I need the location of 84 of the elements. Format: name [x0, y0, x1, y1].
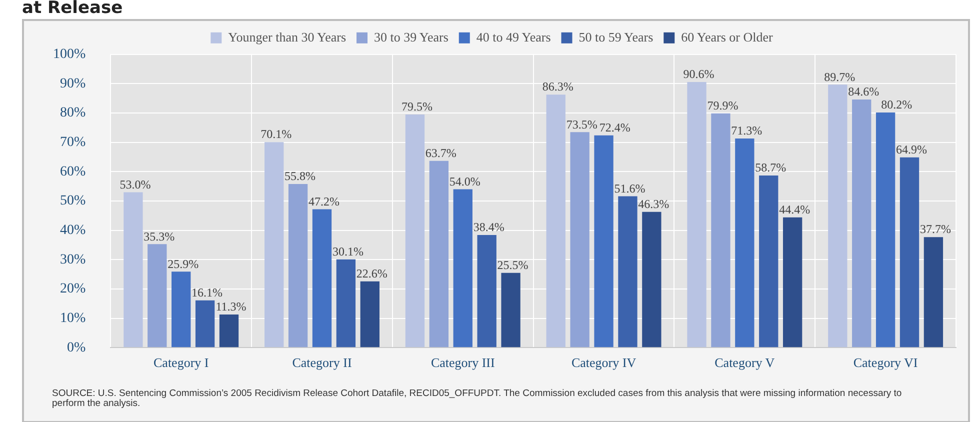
y-tick-label: 100%: [52, 47, 86, 62]
data-label: 25.5%: [497, 258, 528, 272]
x-tick-label: Category II: [292, 354, 352, 370]
data-label: 79.9%: [707, 98, 738, 112]
y-tick-label: 70%: [60, 135, 86, 150]
data-label: 53.0%: [120, 177, 151, 192]
data-label: 86.3%: [542, 80, 574, 94]
bar: [453, 189, 472, 348]
bar: [148, 244, 167, 348]
legend-label: 40 to 49 Years: [476, 29, 551, 44]
data-label: 63.7%: [425, 146, 456, 160]
data-label: 51.6%: [614, 181, 646, 196]
bar: [876, 112, 896, 348]
x-tick-label: Category III: [430, 354, 495, 370]
bar: [219, 314, 239, 348]
data-label: 35.3%: [144, 229, 175, 244]
bar: [759, 175, 778, 348]
y-tick-label: 60%: [60, 164, 86, 180]
data-label: 90.6%: [683, 67, 714, 82]
bar: [594, 135, 614, 348]
bar: [570, 132, 590, 348]
data-label: 30.1%: [332, 244, 364, 259]
data-label: 38.4%: [473, 220, 504, 234]
bar: [618, 196, 638, 348]
legend-label: 50 to 59 Years: [578, 29, 654, 44]
y-tick-label: 0%: [66, 340, 86, 356]
x-tick-label: Category V: [714, 354, 776, 370]
bar: [124, 192, 143, 348]
y-tick-label: 20%: [60, 282, 86, 297]
y-tick-label: 40%: [60, 222, 86, 238]
data-label: 44.4%: [779, 202, 810, 217]
data-label: 79.5%: [401, 100, 432, 114]
data-label: 25.9%: [168, 256, 199, 271]
legend-label: 60 Years or Older: [681, 29, 774, 44]
data-label: 46.3%: [638, 197, 670, 212]
data-label: 72.4%: [599, 120, 630, 134]
bar: [312, 209, 332, 348]
bar: [828, 84, 848, 348]
data-label: 55.8%: [284, 169, 316, 184]
chart-title: at Release: [22, 0, 123, 18]
legend-label: 30 to 39 Years: [374, 29, 448, 44]
data-label: 47.2%: [308, 194, 340, 208]
bar: [782, 217, 802, 348]
data-label: 22.6%: [356, 266, 388, 280]
data-label: 16.1%: [192, 286, 223, 300]
bar: [735, 138, 754, 348]
bar: [429, 160, 449, 348]
bar: [546, 94, 566, 348]
data-label: 71.3%: [731, 124, 762, 138]
y-tick-label: 80%: [60, 106, 86, 121]
y-tick-label: 50%: [60, 194, 86, 209]
x-tick-label: Category I: [153, 354, 209, 370]
data-label: 37.7%: [920, 222, 951, 236]
bar: [288, 184, 308, 348]
data-label: 58.7%: [755, 160, 786, 175]
bar: [852, 100, 872, 348]
data-label: 70.1%: [260, 127, 292, 142]
y-tick-label: 30%: [60, 252, 86, 268]
data-label: 80.2%: [881, 98, 912, 112]
y-tick-label: 90%: [60, 76, 86, 92]
data-label: 89.7%: [824, 70, 856, 84]
data-label: 54.0%: [449, 174, 480, 188]
data-label: 64.9%: [896, 142, 928, 156]
bar: [360, 281, 380, 348]
bar: [264, 142, 284, 348]
bar: [195, 300, 215, 348]
bar: [642, 212, 662, 348]
x-tick-label: Category IV: [571, 354, 637, 370]
bar: [711, 113, 730, 348]
x-tick-label: Category VI: [853, 354, 918, 370]
bar: [477, 235, 496, 348]
bar: [687, 82, 706, 348]
bar: [900, 157, 920, 348]
bar: [336, 259, 356, 348]
data-label: 84.6%: [848, 84, 880, 99]
bar: [405, 114, 425, 348]
bar: [172, 272, 191, 348]
legend-label: Younger than 30 Years: [228, 29, 346, 44]
data-label: 11.3%: [216, 300, 246, 314]
y-tick-label: 10%: [60, 310, 86, 326]
source-note: SOURCE: U.S. Sentencing Commission’s 2005 Recidivism Release Cohort Datafile, RECID05_OFFUPDT. The Commission excluded cases from this analysis that were missing information necessary to perform the analysis.: [52, 388, 903, 409]
bar: [501, 272, 520, 348]
data-label: 73.5%: [566, 117, 598, 132]
bar: [924, 237, 944, 348]
